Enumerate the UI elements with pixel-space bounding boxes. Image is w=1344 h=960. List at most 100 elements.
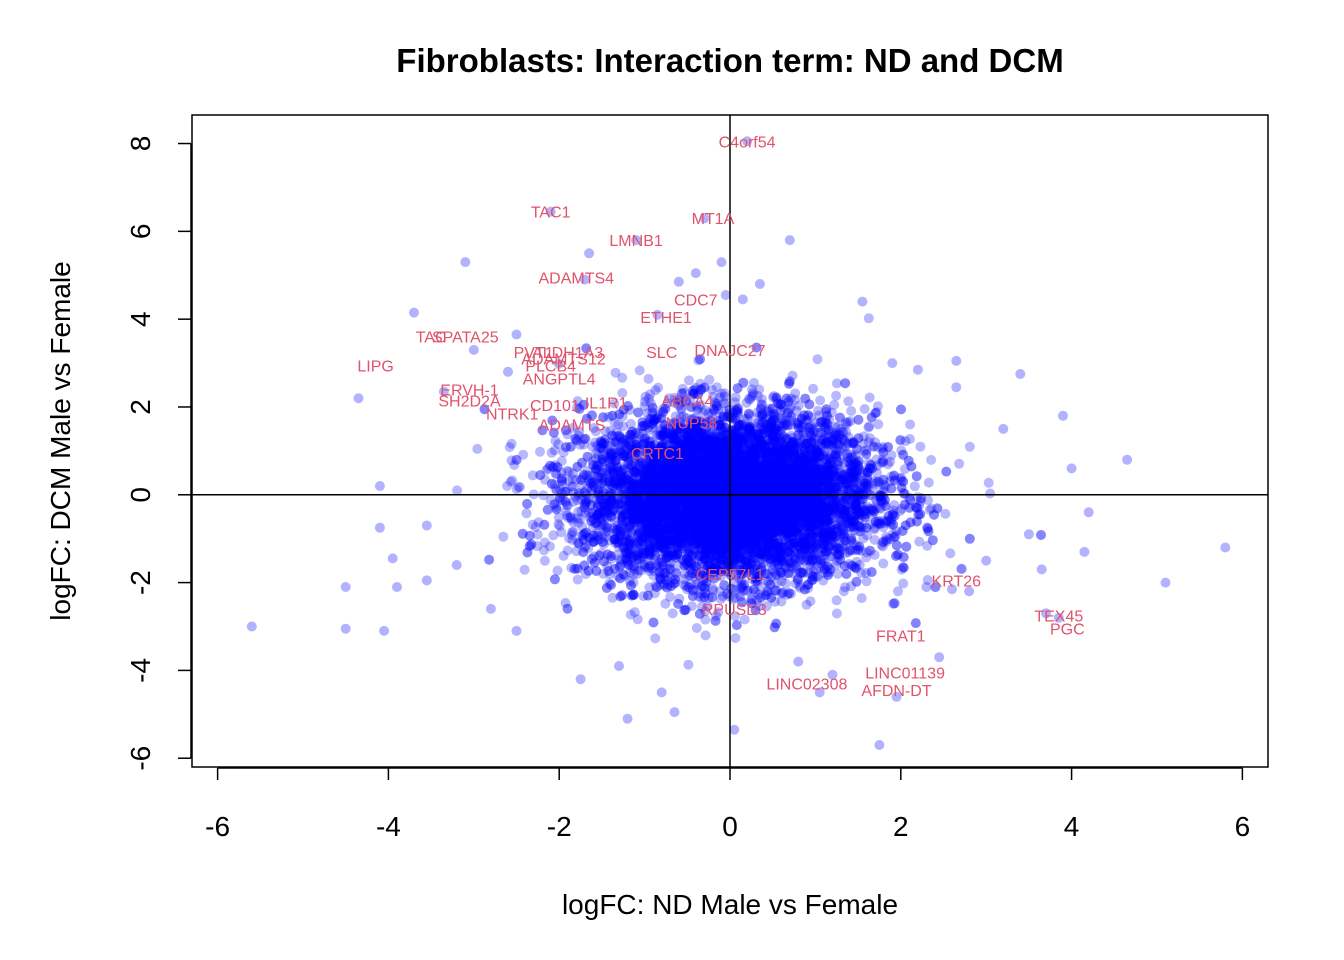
data-point xyxy=(777,465,788,476)
data-point xyxy=(716,454,727,464)
data-point xyxy=(667,466,678,477)
data-point xyxy=(810,484,821,494)
data-point xyxy=(718,514,729,525)
data-point xyxy=(696,431,707,442)
data-point xyxy=(746,459,757,469)
data-point xyxy=(831,430,842,441)
data-point xyxy=(800,457,811,468)
data-point xyxy=(681,470,692,481)
data-point xyxy=(587,554,598,565)
data-point xyxy=(611,524,622,535)
data-point xyxy=(789,506,800,517)
data-point xyxy=(657,485,668,496)
data-point xyxy=(862,501,872,512)
data-point xyxy=(680,581,691,591)
data-point xyxy=(643,545,654,555)
data-point xyxy=(678,485,689,495)
data-point xyxy=(783,395,794,406)
data-point xyxy=(564,533,574,544)
data-point xyxy=(587,522,598,533)
data-point xyxy=(699,539,710,549)
data-point xyxy=(720,481,731,492)
data-point xyxy=(703,481,714,491)
data-point xyxy=(620,496,631,507)
data-point xyxy=(717,485,728,496)
data-point xyxy=(640,437,650,448)
data-point xyxy=(710,491,721,501)
data-point xyxy=(878,515,889,526)
data-point xyxy=(808,383,819,394)
points-layer xyxy=(246,136,1231,750)
data-point xyxy=(660,468,671,479)
data-point xyxy=(514,482,525,492)
data-point xyxy=(878,558,889,569)
data-point xyxy=(706,499,717,509)
data-point xyxy=(663,512,674,522)
data-point xyxy=(650,526,661,537)
data-point xyxy=(671,459,682,470)
data-point xyxy=(706,513,717,524)
data-point xyxy=(717,515,728,526)
data-point xyxy=(763,503,774,514)
data-point xyxy=(772,455,783,466)
data-point xyxy=(646,563,657,574)
data-point xyxy=(846,406,857,416)
data-point xyxy=(905,419,916,430)
data-point xyxy=(689,413,700,424)
data-point xyxy=(817,504,828,515)
data-point xyxy=(532,529,543,540)
data-point xyxy=(734,551,745,562)
data-point xyxy=(772,506,783,517)
data-point xyxy=(671,481,682,492)
data-point xyxy=(673,453,684,464)
data-point xyxy=(804,459,815,470)
data-point xyxy=(677,461,688,472)
data-point xyxy=(552,565,563,576)
data-point xyxy=(750,456,761,467)
data-point xyxy=(720,455,731,466)
data-point xyxy=(728,485,739,496)
data-point xyxy=(675,460,685,471)
data-point xyxy=(771,465,782,475)
data-point xyxy=(748,564,758,575)
data-point xyxy=(675,477,686,487)
data-point xyxy=(711,513,722,524)
data-point xyxy=(762,550,773,561)
data-point xyxy=(729,539,740,550)
data-point xyxy=(726,518,737,529)
data-point xyxy=(790,578,801,589)
data-point xyxy=(735,449,746,460)
data-point xyxy=(713,506,724,517)
data-point xyxy=(472,443,483,454)
data-point xyxy=(677,467,688,478)
data-point xyxy=(670,502,681,513)
data-point xyxy=(657,458,668,469)
data-point xyxy=(770,470,781,480)
data-point xyxy=(681,520,692,531)
data-point xyxy=(805,412,816,422)
data-point xyxy=(696,551,707,562)
data-point xyxy=(873,419,884,430)
data-point xyxy=(706,472,716,482)
data-point xyxy=(787,438,798,449)
data-point xyxy=(711,428,722,439)
data-point xyxy=(819,527,830,538)
data-point xyxy=(659,434,670,445)
data-point xyxy=(761,547,772,558)
data-point xyxy=(682,484,693,495)
data-point xyxy=(780,471,791,482)
data-point xyxy=(793,474,804,485)
data-point xyxy=(715,543,726,554)
data-point xyxy=(803,463,814,474)
data-point xyxy=(794,438,805,449)
data-point xyxy=(790,501,801,512)
data-point xyxy=(617,511,628,522)
data-point xyxy=(580,508,591,518)
data-point xyxy=(705,544,716,554)
data-point xyxy=(832,556,843,567)
data-point xyxy=(633,501,644,512)
data-point xyxy=(518,449,529,460)
data-point xyxy=(671,506,682,516)
data-point xyxy=(841,427,852,437)
data-point xyxy=(802,519,812,530)
